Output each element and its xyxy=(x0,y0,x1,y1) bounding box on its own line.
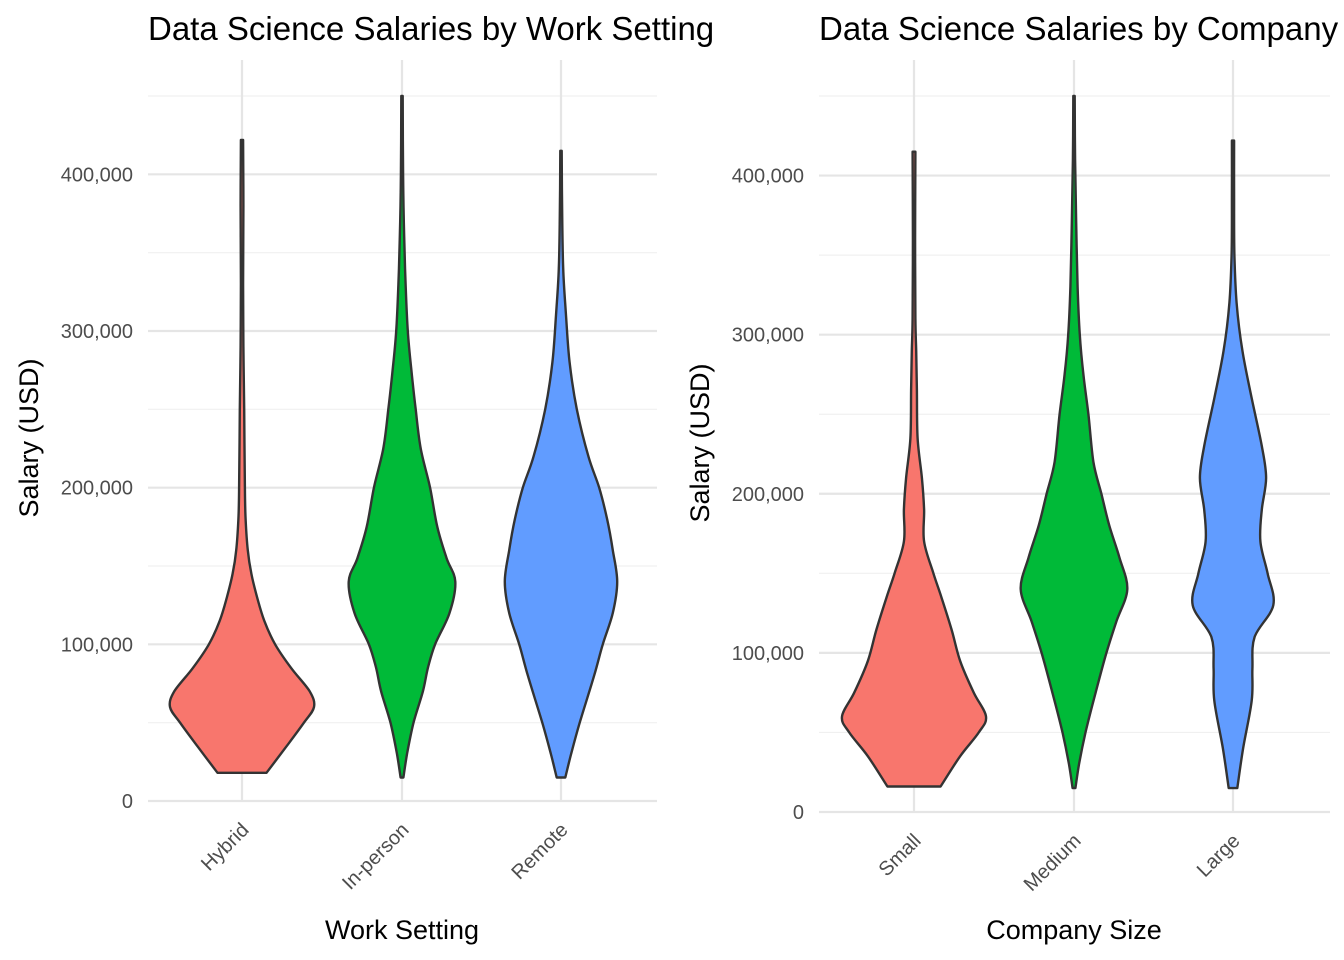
x-tick-label: In-person xyxy=(338,819,413,894)
y-tick-label: 100,000 xyxy=(732,643,804,665)
x-tick-label: Medium xyxy=(1020,830,1086,896)
y-tick-label: 300,000 xyxy=(732,325,804,347)
violin-in-person xyxy=(347,94,457,779)
y-tick-label: 0 xyxy=(122,791,133,813)
y-tick-label: 100,000 xyxy=(61,634,133,656)
work-setting-panel: 0 100,000 200,000 300,000 400,000 Hybrid In-pe… xyxy=(14,10,714,945)
y-tick-label: 400,000 xyxy=(732,166,804,188)
violin-remote xyxy=(503,149,619,779)
violin-small xyxy=(840,150,988,788)
y-tick-label: 400,000 xyxy=(61,164,133,186)
x-axis-title: Company Size xyxy=(986,915,1162,945)
x-tick-label: Small xyxy=(875,830,926,881)
x-tick-label: Large xyxy=(1193,830,1245,882)
y-tick-label: 0 xyxy=(793,802,804,824)
company-size-panel: 0 100,000 200,000 300,000 400,000 Small Medium… xyxy=(685,10,1344,945)
x-axis-title: Work Setting xyxy=(325,915,479,945)
x-tick-label: Remote xyxy=(507,819,572,884)
violin-large xyxy=(1191,139,1275,790)
y-tick-label: 200,000 xyxy=(61,478,133,500)
violin-hybrid xyxy=(168,138,316,774)
chart-title: Data Science Salaries by Work Setting xyxy=(148,10,714,47)
y-tick-label: 200,000 xyxy=(732,484,804,506)
violin-medium xyxy=(1019,94,1129,790)
chart-title: Data Science Salaries by Company Size xyxy=(819,10,1344,47)
y-tick-label: 300,000 xyxy=(61,321,133,343)
y-axis-title: Salary (USD) xyxy=(685,363,715,522)
y-axis-title: Salary (USD) xyxy=(14,358,44,517)
x-tick-label: Hybrid xyxy=(197,819,253,875)
